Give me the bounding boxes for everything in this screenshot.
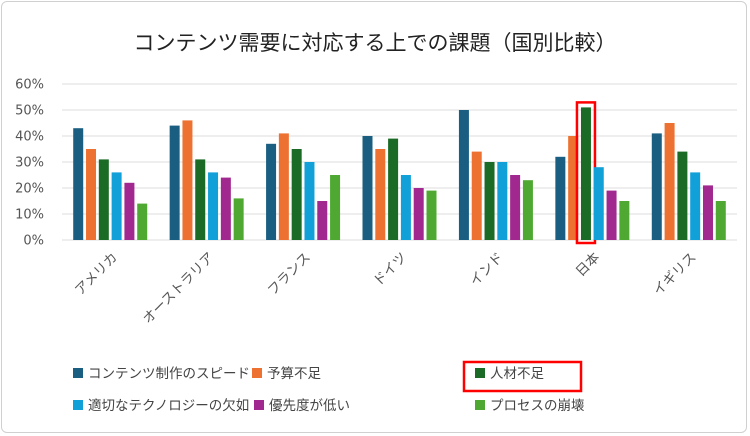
bar <box>362 136 373 240</box>
legend-item: コンテンツ制作のスピード <box>73 366 250 382</box>
legend-label: 予算不足 <box>267 366 321 382</box>
bar <box>606 190 617 240</box>
x-tick-label: ドイツ <box>370 250 410 290</box>
legend-item: 適切なテクノロジーの欠如 <box>73 397 249 414</box>
legend-item: 予算不足 <box>252 366 321 382</box>
bar <box>702 185 713 240</box>
bar <box>375 149 386 240</box>
y-tick-label: 20% <box>15 182 44 197</box>
legend-swatch <box>254 400 264 410</box>
legend-highlight-box <box>462 360 583 393</box>
bar <box>580 107 591 241</box>
bar <box>266 143 277 240</box>
bar <box>278 133 289 240</box>
y-tick-label: 30% <box>15 156 44 171</box>
bar <box>484 162 495 240</box>
legend-item: 優先度が低い <box>254 398 350 414</box>
legend-label: 優先度が低い <box>269 398 350 414</box>
legend-label: コンテンツ制作のスピード <box>88 366 250 382</box>
bar <box>715 201 726 240</box>
x-tick-label: 日本 <box>573 249 604 280</box>
bar <box>690 172 701 240</box>
bar <box>510 175 521 240</box>
legend-swatch <box>475 400 485 410</box>
legend-item: プロセスの崩壊 <box>475 398 585 414</box>
bar <box>330 175 341 240</box>
x-tick-label: フランス <box>265 250 314 299</box>
bar <box>568 136 579 240</box>
bar <box>111 172 122 240</box>
bar <box>555 156 566 240</box>
y-tick-label: 0% <box>23 234 44 249</box>
x-tick-label: インド <box>467 250 507 290</box>
legend-swatch <box>475 368 485 378</box>
legend-swatch <box>73 400 83 410</box>
legend-label: 人材不足 <box>490 366 544 382</box>
legend-label: 適切なテクノロジーの欠如 <box>88 397 249 414</box>
y-tick-label: 10% <box>15 208 44 223</box>
x-tick-label: オーストラリア <box>140 250 218 328</box>
bar <box>304 162 315 240</box>
bar <box>388 138 399 240</box>
bar <box>317 201 328 240</box>
y-tick-label: 60% <box>15 78 44 93</box>
bar <box>651 133 662 240</box>
bar <box>677 151 688 240</box>
bar <box>98 159 109 240</box>
bar <box>137 203 148 240</box>
bar <box>86 149 97 240</box>
bar <box>458 110 469 240</box>
bar <box>400 175 411 240</box>
x-tick-label: イギリス <box>650 250 699 299</box>
legend-swatch <box>73 368 83 378</box>
bar <box>169 125 180 240</box>
bar <box>233 198 244 240</box>
bar <box>522 180 533 240</box>
bar <box>220 177 231 240</box>
y-tick-label: 50% <box>15 104 44 119</box>
bar <box>124 182 135 240</box>
bar <box>208 172 219 240</box>
bar <box>593 167 604 240</box>
bar <box>426 190 437 240</box>
bar <box>619 201 630 240</box>
bar <box>497 162 508 240</box>
legend-swatch <box>252 368 262 378</box>
legend-item: 人材不足 <box>462 360 583 393</box>
bar <box>195 159 206 240</box>
bar <box>73 128 84 240</box>
x-tick-label: アメリカ <box>72 250 121 299</box>
bar <box>291 149 302 240</box>
legend-label: プロセスの崩壊 <box>490 398 585 414</box>
bar <box>182 120 193 240</box>
y-tick-label: 40% <box>15 130 44 145</box>
bar <box>471 151 482 240</box>
chart-title: コンテンツ需要に対応する上での課題（国別比較） <box>134 31 617 55</box>
bar <box>413 188 424 240</box>
bar <box>664 123 675 240</box>
